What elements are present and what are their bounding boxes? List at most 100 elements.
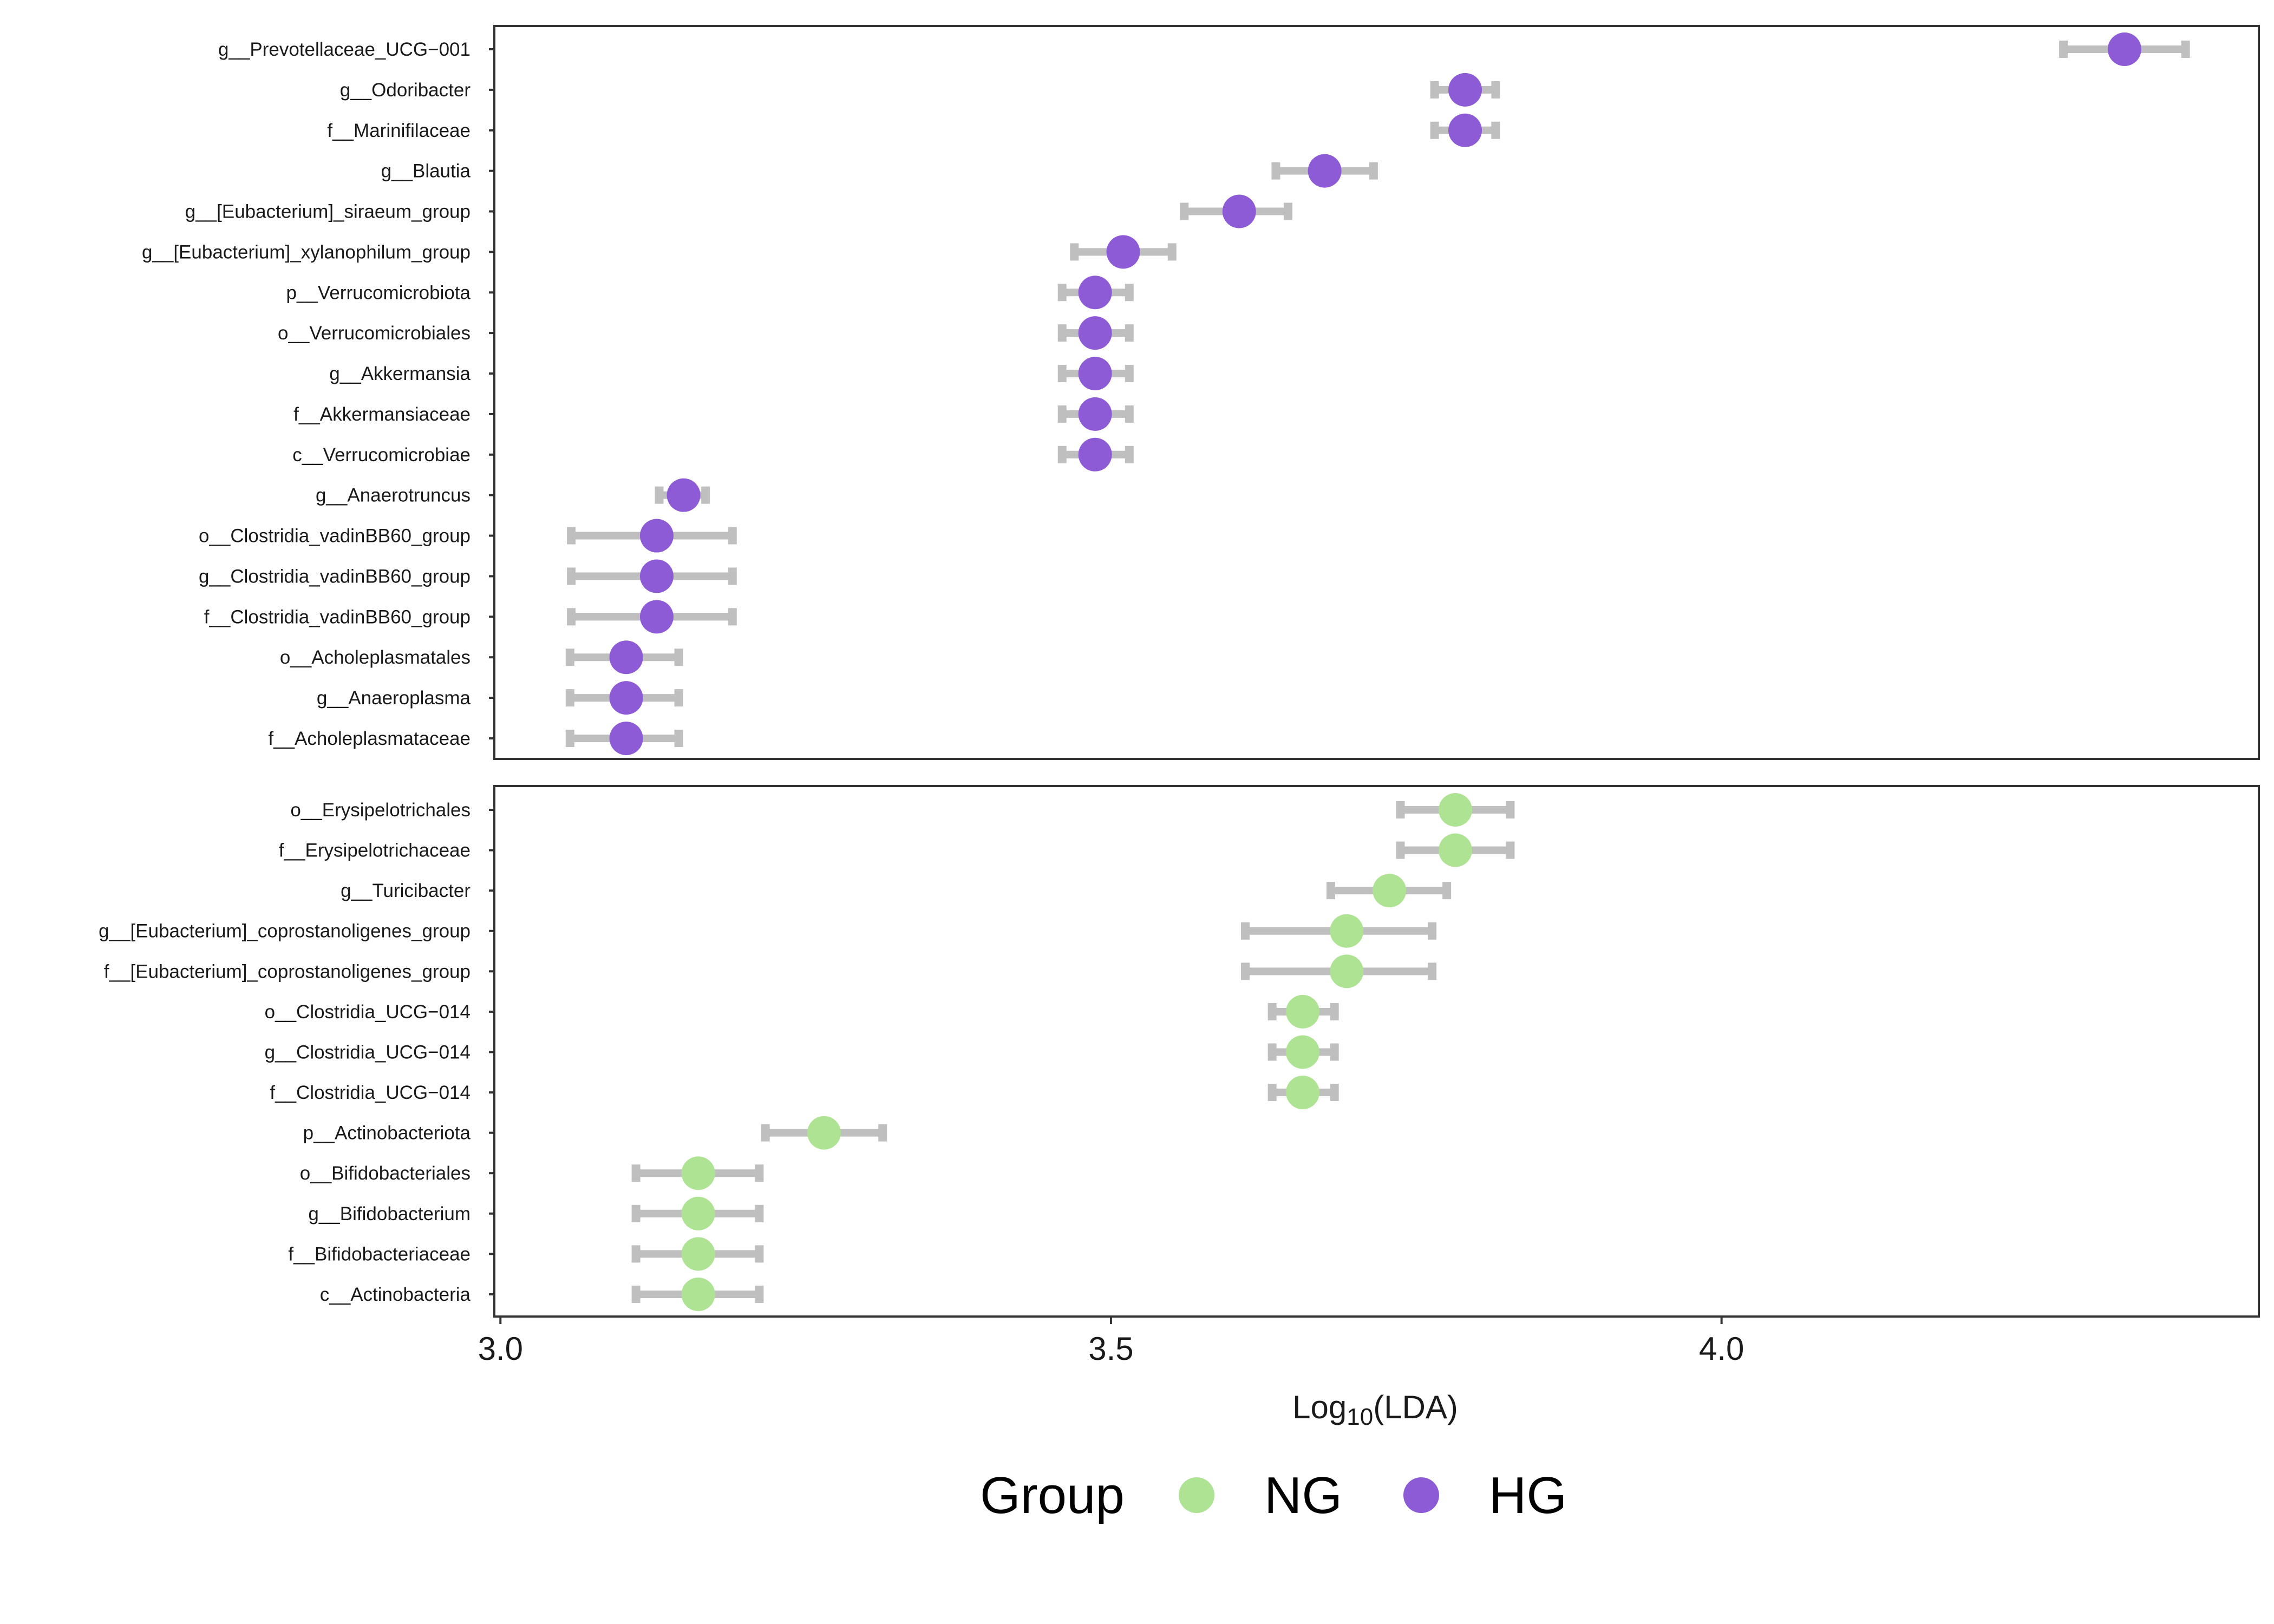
- taxon-label: g__Prevotellaceae_UCG−001: [218, 39, 471, 60]
- lda-point: [1286, 1076, 1320, 1110]
- error-cap-high: [1125, 446, 1134, 463]
- legend-label-hg: HG: [1489, 1466, 1567, 1524]
- error-cap-high: [674, 649, 683, 666]
- error-cap-high: [1428, 922, 1437, 940]
- error-cap-low: [1057, 284, 1067, 302]
- taxon-label: g__[Eubacterium]_siraeum_group: [185, 201, 471, 222]
- error-cap-high: [1330, 1043, 1339, 1061]
- error-cap-high: [755, 1204, 764, 1222]
- lda-point: [681, 1196, 715, 1230]
- lda-point: [807, 1116, 841, 1150]
- taxon-label: p__Verrucomicrobiota: [286, 282, 471, 303]
- row-hg: g__Odoribacter: [340, 73, 1500, 107]
- taxon-label: f__Clostridia_UCG−014: [270, 1082, 471, 1103]
- panel-frame: [493, 785, 2260, 1318]
- lda-point: [1078, 316, 1112, 350]
- taxon-label: f__Bifidobacteriaceae: [288, 1243, 471, 1265]
- row-ng: g__Clostridia_UCG−014: [265, 1035, 1339, 1069]
- x-axis-title: Log10(LDA): [1292, 1389, 1458, 1430]
- error-cap-high: [1506, 801, 1515, 818]
- lda-point: [1286, 994, 1320, 1029]
- error-cap-high: [1125, 365, 1134, 383]
- lda-point: [1330, 914, 1364, 948]
- taxon-label: p__Actinobacteriota: [303, 1123, 471, 1144]
- error-cap-high: [1491, 121, 1500, 139]
- row-hg: g__[Eubacterium]_siraeum_group: [185, 194, 1292, 228]
- taxon-label: f__Acholeplasmataceae: [268, 728, 471, 749]
- taxon-label: f__Clostridia_vadinBB60_group: [204, 606, 471, 627]
- error-cap-low: [1430, 81, 1439, 99]
- error-cap-low: [1430, 121, 1439, 139]
- taxon-label: c__Verrucomicrobiae: [292, 444, 471, 466]
- row-hg: f__Acholeplasmataceae: [268, 721, 683, 755]
- taxon-label: c__Actinobacteria: [320, 1284, 471, 1305]
- error-cap-low: [1057, 405, 1067, 423]
- error-cap-low: [1326, 882, 1335, 900]
- taxon-label: g__[Eubacterium]_coprostanoligenes_group: [99, 921, 471, 942]
- lda-point: [1286, 1035, 1320, 1069]
- error-cap-high: [728, 608, 737, 626]
- taxon-label: o__Bifidobacteriales: [300, 1163, 471, 1184]
- error-cap-high: [1283, 202, 1292, 220]
- lda-point: [2107, 32, 2141, 66]
- row-hg: o__Verrucomicrobiales: [278, 316, 1134, 350]
- row-hg: o__Clostridia_vadinBB60_group: [199, 519, 737, 553]
- taxon-label: g__Anaeroplasma: [317, 687, 471, 709]
- panel-frame: [493, 25, 2260, 760]
- error-cap-low: [565, 689, 574, 707]
- error-cap-low: [1057, 365, 1067, 383]
- row-hg: g__Blautia: [381, 154, 1378, 188]
- error-cap-low: [631, 1245, 641, 1263]
- error-cap-high: [728, 567, 737, 585]
- taxon-label: g__Clostridia_vadinBB60_group: [199, 566, 471, 587]
- error-cap-high: [728, 527, 737, 545]
- lda-point: [1222, 194, 1256, 228]
- row-hg: f__Clostridia_vadinBB60_group: [204, 600, 737, 634]
- taxon-label: g__[Eubacterium]_xylanophilum_group: [142, 241, 471, 263]
- taxon-label: g__Akkermansia: [329, 363, 471, 384]
- error-cap-high: [1442, 882, 1452, 900]
- lda-point: [1078, 357, 1112, 391]
- row-hg: f__Akkermansiaceae: [293, 397, 1134, 431]
- error-cap-low: [631, 1285, 641, 1303]
- lda-point: [1106, 235, 1140, 269]
- row-hg: g__Clostridia_vadinBB60_group: [199, 559, 737, 593]
- taxon-label: g__Odoribacter: [340, 80, 471, 101]
- error-cap-low: [1057, 446, 1067, 463]
- lda-point: [639, 600, 674, 634]
- error-cap-low: [631, 1164, 641, 1182]
- error-cap-high: [1167, 243, 1177, 261]
- x-axis: 3.0 3.5 4.0: [478, 1317, 1744, 1367]
- row-ng: p__Actinobacteriota: [303, 1116, 887, 1150]
- error-cap-low: [761, 1124, 770, 1142]
- lda-point: [1078, 276, 1112, 310]
- lda-point: [609, 681, 643, 715]
- row-hg: p__Verrucomicrobiota: [286, 276, 1134, 310]
- taxon-label: o__Verrucomicrobiales: [278, 323, 471, 344]
- error-cap-high: [1491, 81, 1500, 99]
- error-cap-low: [1271, 162, 1280, 180]
- row-hg: g__Akkermansia: [329, 357, 1134, 391]
- lda-point: [1448, 73, 1482, 107]
- taxon-label: f__Erysipelotrichaceae: [279, 840, 471, 861]
- error-cap-low: [2059, 41, 2068, 58]
- row-hg: g__[Eubacterium]_xylanophilum_group: [142, 235, 1177, 269]
- lda-point: [1373, 874, 1407, 908]
- taxon-label: g__Turicibacter: [341, 880, 471, 901]
- error-cap-low: [565, 649, 574, 666]
- lda-point: [1330, 954, 1364, 988]
- lda-point: [609, 721, 643, 755]
- row-ng: f__Bifidobacteriaceae: [288, 1237, 764, 1271]
- taxon-label: g__Blautia: [381, 161, 471, 182]
- error-cap-low: [1057, 324, 1067, 342]
- panel-ng: o__Erysipelotrichales f__Erysipelotrichac…: [99, 785, 2260, 1318]
- taxon-label: o__Clostridia_vadinBB60_group: [199, 526, 471, 547]
- error-cap-low: [1396, 801, 1405, 818]
- taxon-label: g__Anaerotruncus: [316, 485, 471, 506]
- error-cap-high: [1125, 405, 1134, 423]
- error-cap-high: [755, 1245, 764, 1263]
- row-ng: f__[Eubacterium]_coprostanoligenes_group: [104, 954, 1437, 988]
- row-hg: f__Marinifilaceae: [327, 113, 1500, 147]
- error-cap-low: [1180, 202, 1189, 220]
